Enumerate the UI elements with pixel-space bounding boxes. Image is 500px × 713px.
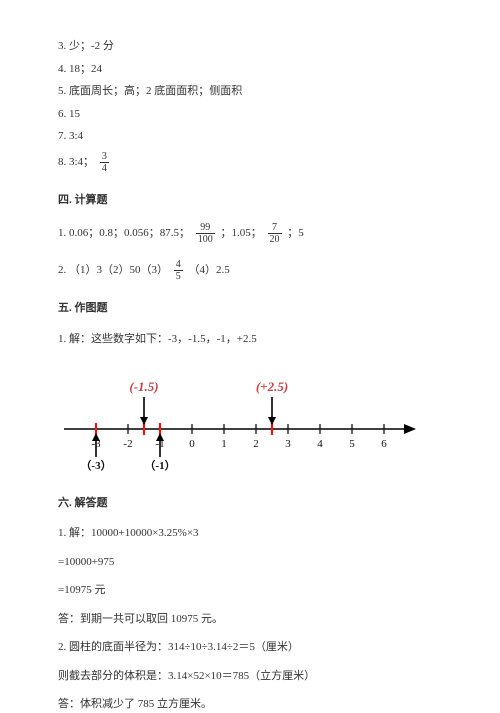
svg-text:0: 0	[189, 438, 195, 450]
frac-den: 20	[268, 234, 282, 245]
svg-text:3: 3	[285, 438, 291, 450]
sec4-q1-frac1: 99 100	[196, 222, 215, 245]
ans-8-prefix: 8. 3:4；	[58, 154, 94, 171]
sec4-q1-b: ；1.05；	[221, 225, 262, 242]
section-5-title: 五. 作图题	[58, 300, 442, 317]
sec6-line: 1. 解：10000+10000×3.25%×3	[58, 525, 442, 542]
ans-5: 5. 底面周长；高；2 底面面积；侧面积	[58, 83, 442, 100]
sec4-q2-b: （4）2.5	[189, 262, 230, 279]
sec6-line: 则截去部分的体积是：3.14×52×10＝785（立方厘米）	[58, 668, 442, 685]
ans-7: 7. 3:4	[58, 128, 442, 145]
sec6-line: 答：到期一共可以取回 10975 元。	[58, 611, 442, 628]
sec4-q1-c: ；5	[287, 225, 304, 242]
frac-den: 100	[196, 234, 215, 245]
ans-8-frac: 3 4	[100, 151, 109, 174]
sec4-q2-a: 2. （1）3（2）50（3）	[58, 262, 168, 279]
svg-text:6: 6	[381, 438, 387, 450]
sec6-line: =10975 元	[58, 582, 442, 599]
section-6-title: 六. 解答题	[58, 495, 442, 512]
ans-6: 6. 15	[58, 106, 442, 123]
frac-num: 7	[268, 222, 282, 234]
svg-text:（-3）: （-3）	[80, 459, 111, 471]
section-4-title: 四. 计算题	[58, 192, 442, 209]
svg-text:(-1.5): (-1.5)	[129, 379, 158, 394]
ans-4: 4. 18；24	[58, 61, 442, 78]
sec6-line: =10000+975	[58, 554, 442, 571]
svg-text:(+2.5): (+2.5)	[256, 379, 288, 394]
frac-den: 5	[174, 271, 183, 282]
svg-text:2: 2	[253, 438, 259, 450]
sec6-line: 2. 圆柱的底面半径为：314÷10÷3.14÷2＝5（厘米）	[58, 639, 442, 656]
svg-text:-2: -2	[123, 438, 132, 450]
number-line-svg: -3-2-10123456（-3）(-1.5)（-1）(+2.5)	[58, 361, 442, 471]
sec4-q2: 2. （1）3（2）50（3） 4 5 （4）2.5	[58, 259, 442, 282]
svg-text:1: 1	[221, 438, 227, 450]
ans-8: 8. 3:4； 3 4	[58, 151, 442, 174]
sec6-line: 答：体积减少了 785 立方厘米。	[58, 696, 442, 713]
frac-num: 99	[196, 222, 215, 234]
frac-den: 4	[100, 163, 109, 174]
sec4-q2-frac: 4 5	[174, 259, 183, 282]
frac-num: 4	[174, 259, 183, 271]
sec4-q1-frac2: 7 20	[268, 222, 282, 245]
svg-text:（-1）: （-1）	[144, 459, 175, 471]
frac-num: 3	[100, 151, 109, 163]
ans-3: 3. 少；-2 分	[58, 38, 442, 55]
svg-text:4: 4	[317, 438, 323, 450]
number-line: -3-2-10123456（-3）(-1.5)（-1）(+2.5)	[58, 361, 442, 477]
sec6-lines: 1. 解：10000+10000×3.25%×3 =10000+975 =10975…	[58, 525, 442, 713]
svg-text:5: 5	[349, 438, 355, 450]
sec4-q1-a: 1. 0.06；0.8；0.056；87.5；	[58, 225, 190, 242]
sec4-q1: 1. 0.06；0.8；0.056；87.5； 99 100 ；1.05； 7 …	[58, 222, 442, 245]
sec5-q1: 1. 解：这些数字如下：-3，-1.5，-1，+2.5	[58, 331, 442, 348]
